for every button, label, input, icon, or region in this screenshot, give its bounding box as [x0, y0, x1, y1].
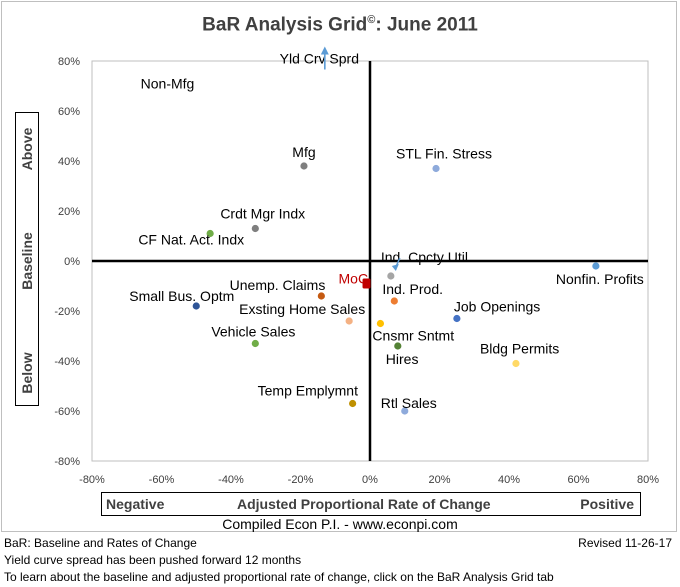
non-mfg-label: Non-Mfg [141, 76, 195, 92]
point-label: MoC [339, 271, 369, 287]
point-label: Job Openings [454, 299, 540, 315]
point-label: STL Fin. Stress [396, 146, 492, 162]
x-tick-label: 40% [498, 474, 520, 486]
data-point [453, 314, 461, 323]
y-tick-label: 60% [58, 106, 80, 118]
point-label: Ind. Prod. [382, 281, 443, 297]
data-point [251, 339, 259, 348]
footer-revised: Revised 11-26-17 [578, 536, 672, 550]
y-tick-label: -60% [54, 406, 80, 418]
y-tick-label: 40% [58, 156, 80, 168]
x-tick-label: -80% [79, 474, 105, 486]
data-point [251, 224, 259, 233]
moc-marker [362, 278, 371, 289]
x-label-negative: Negative [106, 496, 165, 512]
y-axis-label-box: Above Baseline Below [15, 112, 39, 406]
data-point [376, 319, 385, 328]
point-label: Cnsmr Sntmt [372, 328, 454, 344]
data-point [390, 297, 398, 305]
x-tick-label: -40% [218, 474, 244, 486]
y-tick-label: -40% [54, 356, 80, 368]
point-label: Nonfin. Profits [556, 271, 644, 287]
data-point [394, 342, 402, 350]
x-tick-label: 60% [567, 474, 589, 486]
y-label-above: Above [19, 127, 35, 171]
point-label: Vehicle Sales [211, 324, 295, 340]
y-tick-label: 20% [58, 206, 80, 218]
data-point [345, 317, 353, 325]
point-label: Ind. Cpcty Util. [381, 249, 472, 265]
point-label: Exsting Home Sales [239, 301, 365, 317]
x-tick-label: 80% [637, 474, 659, 486]
x-label-center: Adjusted Proportional Rate of Change [237, 496, 491, 512]
credit-line: Compiled Econ P.I. - www.econpi.com [222, 516, 458, 532]
point-label: Unemp. Claims [230, 277, 326, 293]
data-point [300, 162, 308, 170]
x-tick-label: 0% [362, 474, 378, 486]
data-point [349, 399, 357, 408]
capacity-arrow-head [391, 264, 399, 271]
data-point [401, 407, 409, 415]
y-label-below: Below [19, 352, 35, 394]
yield-curve-arrow-head [320, 46, 329, 55]
point-label: Mfg [292, 144, 315, 160]
y-tick-label: 0% [64, 256, 80, 268]
point-label: Hires [386, 351, 419, 367]
x-tick-label: -60% [149, 474, 175, 486]
footer-left: BaR: Baseline and Rates of Change [4, 536, 197, 550]
chart-title: BaR Analysis Grid©: June 2011 [202, 14, 478, 36]
data-point [387, 272, 395, 280]
x-label-positive: Positive [580, 496, 634, 512]
y-tick-label: 80% [58, 56, 80, 68]
point-label: CF Nat. Act. Indx [138, 232, 244, 248]
footer-note-yield: Yield curve spread has been pushed forwa… [4, 553, 302, 567]
data-point [192, 302, 200, 310]
data-point [432, 164, 440, 173]
data-point [206, 229, 214, 238]
yield-curve-label: Yld Crv Sprd [280, 51, 359, 67]
x-tick-label: 20% [428, 474, 450, 486]
data-point [592, 262, 600, 270]
point-label: Bldg Permits [480, 341, 559, 357]
y-tick-label: -80% [54, 456, 80, 468]
y-label-baseline: Baseline [19, 232, 35, 290]
point-label: Crdt Mgr Indx [220, 206, 305, 222]
footer-note-link: To learn about the baseline and adjusted… [4, 570, 554, 584]
data-point [317, 292, 325, 300]
point-label: Rtl Sales [381, 395, 437, 411]
data-point [512, 359, 520, 368]
x-axis-label-box: Negative Adjusted Proportional Rate of C… [101, 492, 641, 516]
y-tick-label: -20% [54, 306, 80, 318]
chart-frame [1, 1, 677, 532]
x-tick-label: -20% [288, 474, 314, 486]
point-label: Temp Emplymnt [258, 383, 358, 399]
point-label: Small Bus. Optm [129, 288, 234, 304]
